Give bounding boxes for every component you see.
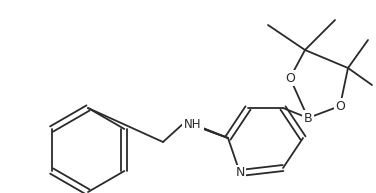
Text: NH: NH bbox=[184, 119, 202, 131]
Text: B: B bbox=[304, 112, 312, 124]
Text: O: O bbox=[285, 71, 295, 85]
Text: N: N bbox=[235, 167, 245, 179]
Text: H: H bbox=[189, 120, 197, 130]
Text: O: O bbox=[335, 100, 345, 113]
